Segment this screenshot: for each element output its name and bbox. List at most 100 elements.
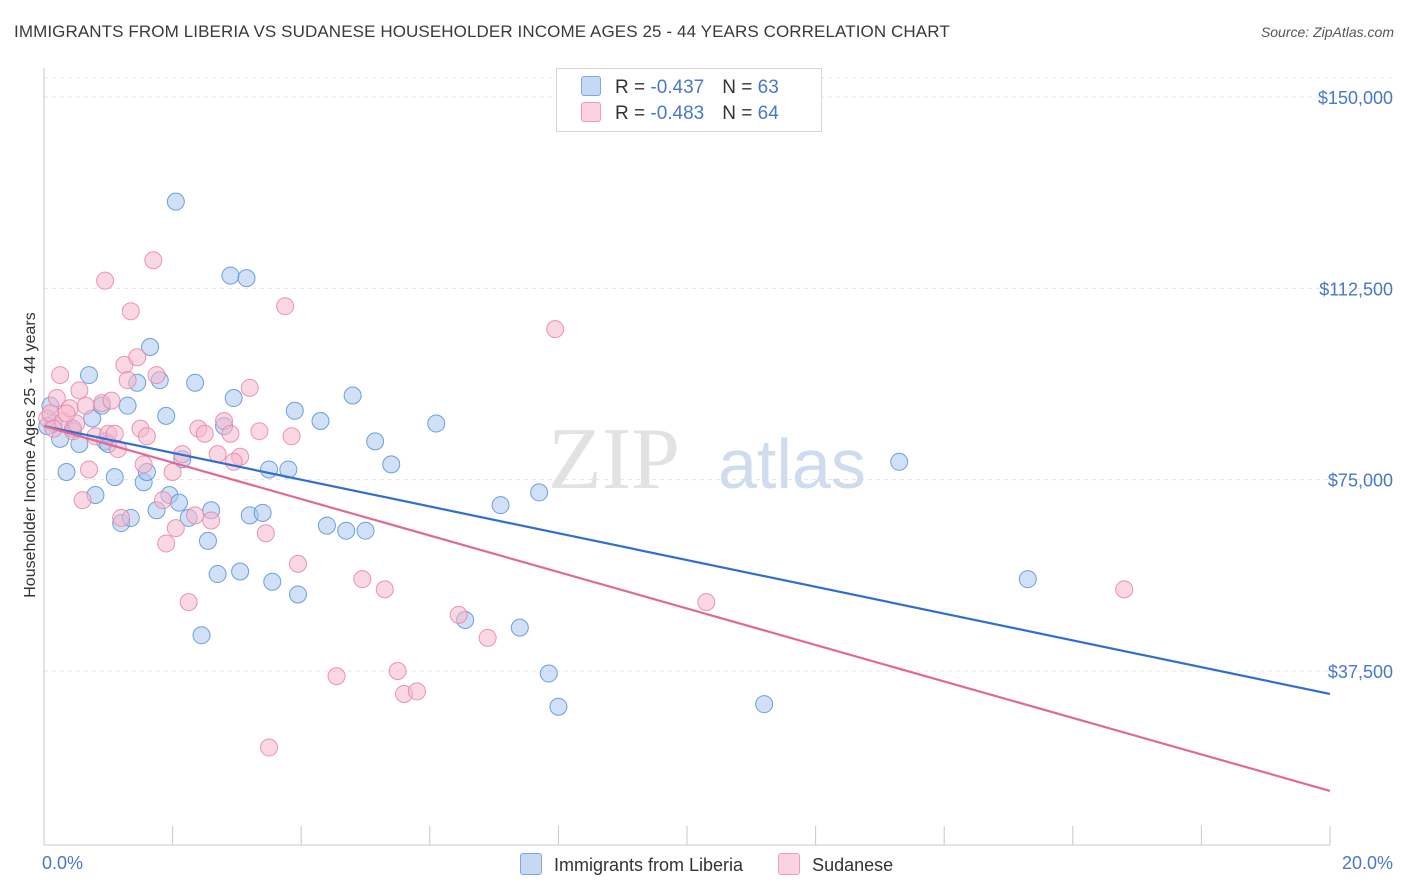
point-liberia <box>890 452 909 471</box>
legend-n-label: N = <box>722 103 758 124</box>
x-tick-label: 20.0% <box>1342 853 1393 873</box>
point-sudanese <box>121 302 140 321</box>
trendline-liberia <box>43 425 1331 696</box>
point-sudanese <box>157 534 176 553</box>
legend-r-label: R = <box>615 77 651 98</box>
point-sudanese <box>288 554 307 573</box>
point-sudanese <box>195 424 214 443</box>
watermark-zip: ZIP <box>548 411 680 508</box>
point-liberia <box>366 432 385 451</box>
point-sudanese <box>47 389 66 408</box>
point-sudanese <box>179 593 198 612</box>
point-sudanese <box>102 391 121 410</box>
point-sudanese <box>1115 580 1134 599</box>
point-liberia <box>253 503 272 522</box>
point-sudanese <box>128 348 147 367</box>
axes <box>43 68 1331 846</box>
point-sudanese <box>147 366 166 385</box>
point-liberia <box>186 373 205 392</box>
point-sudanese <box>327 667 346 686</box>
point-liberia <box>337 521 356 540</box>
legend-row-sudanese: R = -0.483 N = 64 <box>581 102 779 126</box>
point-sudanese <box>137 427 156 446</box>
legend-swatch-liberia <box>520 853 542 875</box>
point-liberia <box>260 460 279 479</box>
point-liberia <box>288 585 307 604</box>
point-sudanese <box>112 508 131 527</box>
trendline-sudanese <box>43 425 1331 792</box>
legend-r-label: R = <box>615 103 651 124</box>
legend-item-sudanese: Sudanese <box>778 853 893 876</box>
point-liberia <box>141 338 160 357</box>
point-liberia <box>221 266 240 285</box>
point-sudanese <box>80 460 99 479</box>
legend-r-value: -0.483 <box>650 103 705 124</box>
point-liberia <box>198 531 217 550</box>
y-tick-label: $37,500 <box>1328 662 1393 682</box>
point-sudanese <box>202 511 221 530</box>
point-sudanese <box>353 570 372 589</box>
point-sudanese <box>73 491 92 510</box>
legend-n-value: 64 <box>757 103 779 124</box>
point-sudanese <box>375 580 394 599</box>
point-sudanese <box>51 366 70 385</box>
y-tick-label: $75,000 <box>1328 471 1393 491</box>
point-sudanese <box>388 662 407 680</box>
point-liberia <box>317 516 336 535</box>
point-sudanese <box>166 519 185 538</box>
legend-r-value: -0.437 <box>650 77 705 98</box>
series-legend: Immigrants from Liberia Sudanese <box>520 853 923 876</box>
point-sudanese <box>260 738 279 757</box>
point-liberia <box>549 697 568 716</box>
point-liberia <box>285 401 304 420</box>
legend-row-liberia: R = -0.437 N = 63 <box>581 76 779 100</box>
chart-title: IMMIGRANTS FROM LIBERIA VS SUDANESE HOUS… <box>14 22 950 41</box>
point-sudanese <box>697 593 716 612</box>
legend-swatch-sudanese <box>581 102 601 122</box>
point-sudanese <box>76 396 95 415</box>
point-sudanese <box>186 506 205 525</box>
point-sudanese <box>221 424 240 443</box>
legend-n-label: N = <box>722 77 758 98</box>
point-sudanese <box>144 251 163 270</box>
point-liberia <box>166 192 185 211</box>
point-liberia <box>170 493 189 512</box>
point-sudanese <box>256 524 275 543</box>
data-points <box>38 192 1134 757</box>
legend-swatch-liberia <box>581 76 601 96</box>
point-sudanese <box>276 297 295 316</box>
point-sudanese <box>240 378 259 397</box>
point-liberia <box>263 572 282 591</box>
point-liberia <box>192 626 211 645</box>
point-sudanese <box>70 381 89 400</box>
grid-lines <box>44 77 1396 672</box>
point-sudanese <box>282 427 301 446</box>
point-liberia <box>755 695 774 714</box>
point-sudanese <box>96 271 115 290</box>
point-liberia <box>539 664 558 683</box>
point-sudanese <box>134 455 153 474</box>
legend-label-liberia: Immigrants from Liberia <box>554 855 744 875</box>
point-liberia <box>57 463 76 482</box>
legend-swatch-sudanese <box>778 853 801 875</box>
point-sudanese <box>407 682 426 701</box>
point-liberia <box>80 366 99 385</box>
y-tick-label: $150,000 <box>1318 88 1393 108</box>
point-sudanese <box>118 371 137 390</box>
point-sudanese <box>57 404 76 423</box>
point-liberia <box>1018 570 1037 589</box>
point-liberia <box>356 521 375 540</box>
point-liberia <box>510 618 529 637</box>
point-liberia <box>237 269 256 288</box>
legend-n-value: 63 <box>757 77 779 98</box>
point-sudanese <box>250 422 269 441</box>
point-liberia <box>224 389 243 408</box>
point-sudanese <box>449 605 468 624</box>
correlation-legend: R = -0.437 N = 63 R = -0.483 N = 64 <box>556 68 822 132</box>
point-liberia <box>231 562 250 581</box>
tick-labels: $37,500 $75,000 $112,500 $150,000 0.0% 20.0% <box>42 88 1393 873</box>
point-liberia <box>105 468 124 487</box>
watermark: ZIP atlas <box>548 411 866 508</box>
point-liberia <box>343 386 362 405</box>
